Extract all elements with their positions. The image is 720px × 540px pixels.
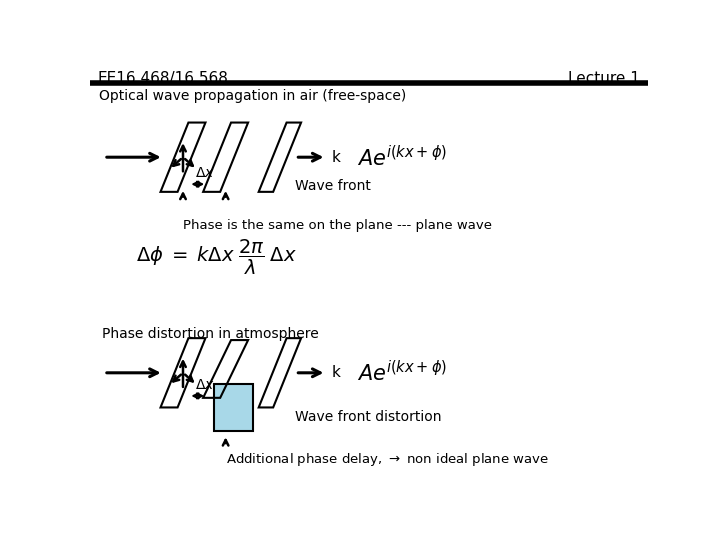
Text: k: k (332, 150, 341, 165)
Text: EE16.468/16.568: EE16.468/16.568 (98, 71, 229, 86)
Text: Wave front distortion: Wave front distortion (295, 410, 442, 424)
Text: $Ae^{i(kx+\phi)}$: $Ae^{i(kx+\phi)}$ (357, 145, 447, 170)
Polygon shape (214, 384, 253, 430)
Text: $\Delta\phi\; =\; k\Delta x\;\dfrac{2\pi}{\lambda}\;\Delta x$: $\Delta\phi\; =\; k\Delta x\;\dfrac{2\pi… (137, 238, 297, 277)
Text: Wave front: Wave front (295, 179, 372, 193)
Text: $Ae^{i(kx+\phi)}$: $Ae^{i(kx+\phi)}$ (357, 360, 447, 386)
Polygon shape (258, 123, 301, 192)
Polygon shape (203, 123, 248, 192)
Text: k: k (332, 365, 341, 380)
Polygon shape (161, 338, 205, 408)
Text: Lecture 1: Lecture 1 (568, 71, 640, 86)
Text: Optical wave propagation in air (free-space): Optical wave propagation in air (free-sp… (99, 90, 407, 104)
Text: $\Delta x$: $\Delta x$ (195, 378, 215, 392)
Text: $\Delta x$: $\Delta x$ (195, 166, 215, 180)
Text: Additional phase delay, $\rightarrow$ non ideal plane wave: Additional phase delay, $\rightarrow$ no… (225, 451, 549, 468)
Text: Phase distortion in atmosphere: Phase distortion in atmosphere (102, 327, 318, 341)
Polygon shape (258, 338, 301, 408)
Polygon shape (161, 123, 205, 192)
Text: Phase is the same on the plane --- plane wave: Phase is the same on the plane --- plane… (183, 219, 492, 232)
